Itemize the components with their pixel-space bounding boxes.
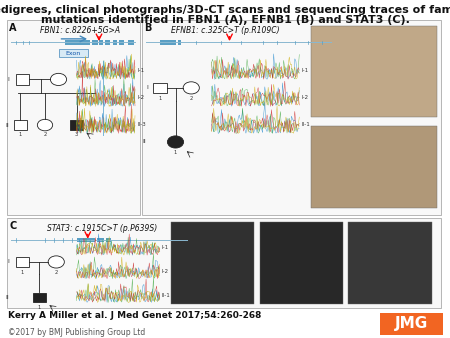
Text: 1: 1 [174, 150, 177, 155]
Text: II: II [5, 123, 9, 127]
Text: 2: 2 [189, 96, 193, 101]
Text: A: A [9, 23, 17, 33]
Text: II-1: II-1 [302, 122, 310, 127]
Text: STAT3: c.1915C>T (p.P639S): STAT3: c.1915C>T (p.P639S) [47, 224, 158, 233]
Text: C: C [9, 221, 17, 231]
Text: JMG: JMG [395, 316, 428, 331]
Text: I-1: I-1 [137, 68, 144, 73]
Bar [310, 126, 436, 208]
Circle shape [183, 82, 199, 94]
Text: II: II [5, 295, 9, 300]
Text: I-1: I-1 [162, 245, 169, 250]
Bar [128, 40, 134, 45]
Bar [70, 120, 83, 130]
Text: ©2017 by BMJ Publishing Group Ltd: ©2017 by BMJ Publishing Group Ltd [8, 328, 145, 337]
Text: I: I [7, 260, 9, 264]
Text: 1: 1 [21, 270, 24, 275]
Bar [97, 238, 104, 242]
Bar [178, 40, 181, 45]
Text: 1: 1 [18, 132, 22, 138]
Text: EFNB1: c.325C>T (p.R109C): EFNB1: c.325C>T (p.R109C) [171, 26, 280, 35]
Bar [160, 40, 176, 45]
Text: FBN1: c.8226+5G>A: FBN1: c.8226+5G>A [40, 26, 120, 35]
Text: Kerry A Miller et al. J Med Genet 2017;54:260-268: Kerry A Miller et al. J Med Genet 2017;5… [8, 311, 261, 320]
Bar [7, 218, 441, 308]
Text: 1: 1 [158, 96, 162, 101]
Text: II-3: II-3 [137, 122, 146, 127]
Text: I-2: I-2 [162, 269, 169, 274]
Bar [76, 238, 94, 242]
Text: 1: 1 [38, 305, 41, 310]
Text: I: I [7, 77, 9, 82]
Circle shape [167, 136, 184, 148]
Text: I-2: I-2 [137, 95, 144, 100]
Bar [92, 40, 98, 45]
Bar [106, 238, 111, 242]
Bar [142, 20, 441, 215]
Text: Family pedigrees, clinical photographs/3D-CT scans and sequencing traces of fami: Family pedigrees, clinical photographs/3… [0, 5, 450, 15]
Circle shape [37, 119, 53, 131]
Bar [380, 313, 443, 335]
Text: I: I [147, 86, 149, 90]
Text: 2: 2 [43, 132, 47, 138]
Bar [171, 222, 254, 304]
Bar [112, 40, 117, 45]
Bar [65, 40, 90, 45]
Text: 2: 2 [54, 270, 58, 275]
Text: I-1: I-1 [302, 68, 309, 73]
Text: Exon: Exon [66, 51, 81, 56]
Bar [348, 222, 432, 304]
Circle shape [50, 73, 67, 86]
Bar [99, 40, 103, 45]
Bar [7, 20, 140, 215]
Bar [14, 120, 27, 130]
Bar [310, 26, 436, 118]
Bar [153, 83, 166, 93]
Bar [58, 49, 88, 57]
Bar [119, 40, 124, 45]
Bar [16, 257, 29, 267]
Text: II-1: II-1 [162, 293, 171, 297]
Bar [33, 293, 46, 302]
Text: II: II [143, 140, 146, 144]
Circle shape [48, 256, 64, 268]
Bar [260, 222, 343, 304]
Text: 3: 3 [75, 132, 78, 138]
Text: I-2: I-2 [302, 95, 309, 100]
Bar [16, 74, 29, 84]
Bar [105, 40, 110, 45]
Text: mutations identified in FBN1 (A), EFNB1 (B) and STAT3 (C).: mutations identified in FBN1 (A), EFNB1 … [40, 15, 410, 25]
Text: B: B [144, 23, 152, 33]
